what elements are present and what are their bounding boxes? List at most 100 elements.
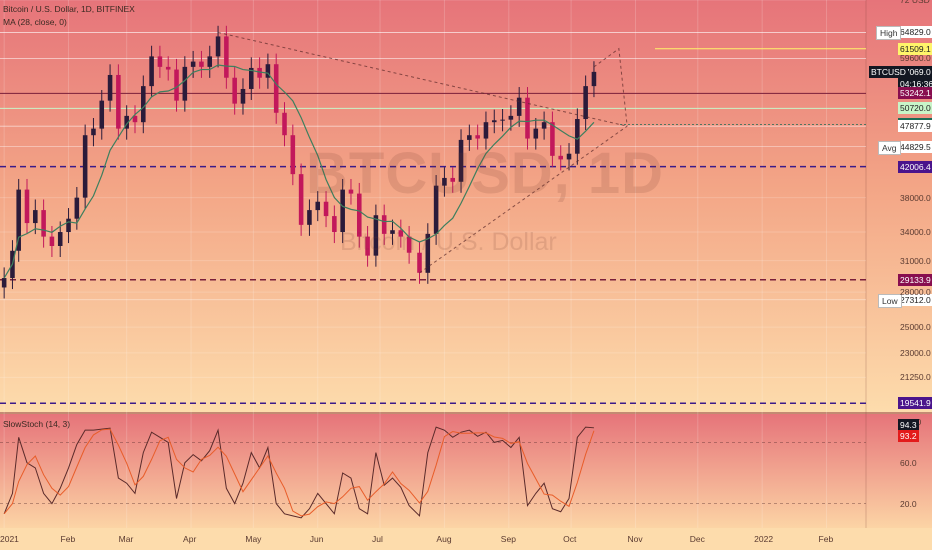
- x-tick-label: Jul: [372, 534, 383, 544]
- stoch-d-value: 93.2: [898, 430, 919, 443]
- x-tick-label: Aug: [436, 534, 452, 544]
- watermark-name: Bitcoin / U.S. Dollar: [340, 228, 557, 256]
- y-tick-label: 38000.0: [900, 192, 931, 203]
- candle-body: [373, 215, 379, 256]
- candle-body: [315, 201, 321, 211]
- symbol-title[interactable]: Bitcoin / U.S. Dollar, 1D, BITFINEX: [3, 4, 135, 14]
- candle-body: [132, 115, 138, 123]
- price-tag-1: 61509.1: [898, 42, 932, 55]
- candle-body: [1, 278, 7, 288]
- candle-body: [332, 216, 337, 233]
- price-tag-10: 29133.9: [898, 273, 932, 286]
- candle-body: [298, 174, 304, 225]
- candle-body: [323, 201, 329, 217]
- candle-body: [99, 100, 105, 129]
- candle-body: [165, 66, 171, 70]
- candle-body: [467, 135, 472, 140]
- candle-body: [541, 122, 547, 129]
- candle-body: [508, 115, 514, 120]
- candle-body: [458, 139, 464, 182]
- candle-body: [491, 120, 497, 123]
- candle-body: [483, 122, 489, 139]
- y-tick-label: 28000.0: [900, 287, 931, 298]
- countdown-timer: 04:16:36: [898, 77, 932, 90]
- candle-body: [41, 210, 46, 237]
- candle-body: [433, 185, 439, 234]
- candle-body: [232, 77, 237, 104]
- price-tag-9: 42006.4: [898, 160, 932, 173]
- oscillator-label[interactable]: SlowStoch (14, 3): [3, 419, 71, 429]
- candle-body: [66, 218, 71, 233]
- stoch-k-value: 94.3: [898, 419, 919, 432]
- candle-body: [500, 119, 505, 121]
- price-tag-4: 53242.1: [898, 87, 932, 100]
- candle-body: [390, 230, 395, 234]
- price-tag-symbol: BTCUSD: [869, 65, 908, 78]
- ma-line: [3, 64, 595, 279]
- y-tick-label: 34000.0: [900, 227, 931, 238]
- side-label-high: High: [876, 26, 902, 41]
- candle-body: [273, 64, 279, 113]
- candle-body: [207, 56, 213, 67]
- x-tick-label: Dec: [689, 534, 705, 544]
- candle-body: [406, 236, 412, 253]
- price-tag-8: 44829.5: [898, 140, 932, 153]
- candle-body: [550, 122, 555, 156]
- candle-body: [425, 233, 431, 273]
- y-tick-label: 23000.0: [900, 347, 931, 358]
- price-tag-11: 27312.0: [898, 293, 932, 306]
- candle-body: [157, 56, 163, 67]
- candle-body: [398, 230, 404, 237]
- trendline-0: [217, 31, 628, 127]
- osc-tick-label: 60.0: [900, 457, 917, 468]
- ma-indicator-label[interactable]: MA (28, close, 0): [3, 17, 67, 27]
- candle-body: [290, 135, 296, 175]
- candle-body: [591, 71, 597, 87]
- osc-tick-label: 20.0: [900, 498, 917, 509]
- candle-body: [257, 67, 262, 78]
- candle-body: [82, 135, 88, 198]
- projection-path: [593, 47, 628, 127]
- price-tag-0: 64829.0: [898, 26, 932, 39]
- horizontal-levels: [0, 32, 866, 405]
- side-label-avg: Avg: [878, 140, 901, 155]
- price-tag-7: 47877.9: [898, 120, 932, 133]
- main-pane-bg: [0, 0, 932, 412]
- candle-body: [516, 97, 522, 116]
- candle-body: [91, 128, 96, 136]
- x-tick-label: Sep: [500, 534, 516, 544]
- candle-body: [174, 69, 179, 101]
- grid: [0, 0, 866, 528]
- candles: [1, 25, 597, 299]
- x-tick-label: Oct: [563, 534, 577, 544]
- x-tick-label: 2021: [0, 534, 19, 544]
- candle-body: [24, 189, 30, 224]
- candle-body: [348, 189, 354, 194]
- candle-body: [249, 67, 254, 89]
- x-tick-label: Feb: [818, 534, 834, 544]
- trendlines: [217, 31, 628, 274]
- watermark-ticker: BTCUSD, 1D: [306, 141, 665, 206]
- candle-body: [141, 86, 146, 123]
- moving-average: [3, 64, 595, 279]
- stoch-k-line: [3, 426, 594, 519]
- candle-body: [475, 135, 480, 139]
- candle-body: [533, 128, 539, 139]
- candle-body: [107, 74, 113, 101]
- candle-body: [215, 36, 221, 57]
- candle-body: [224, 36, 229, 78]
- time-axis-bg: [0, 528, 932, 550]
- x-tick-label: Jun: [309, 534, 324, 544]
- candle-body: [57, 232, 63, 246]
- trendline-1: [419, 125, 628, 274]
- candle-body: [365, 236, 370, 256]
- x-tick-label: 2022: [754, 534, 774, 544]
- x-tick-label: Feb: [60, 534, 76, 544]
- candle-body: [575, 119, 580, 154]
- x-tick-label: Apr: [183, 534, 197, 544]
- y-tick-label: 25000.0: [900, 322, 931, 333]
- x-tick-label: Nov: [627, 534, 643, 544]
- candle-body: [566, 153, 572, 160]
